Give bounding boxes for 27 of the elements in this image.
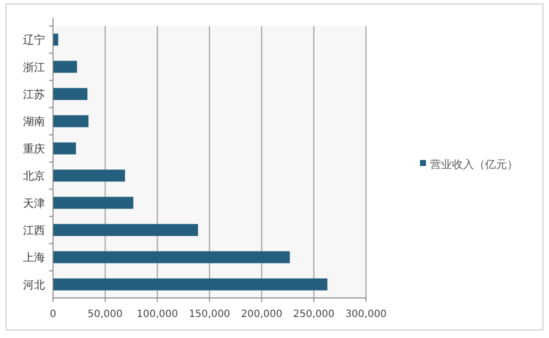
- x-tick-label: 50,000: [88, 309, 123, 320]
- y-tick-label: 江西: [23, 224, 45, 237]
- bar: [53, 142, 76, 154]
- bar: [53, 251, 290, 264]
- x-tick-label: 100,000: [136, 309, 178, 320]
- bar: [53, 88, 88, 100]
- x-tick-label: 0: [50, 309, 56, 320]
- x-tick-label: 150,000: [188, 309, 230, 320]
- y-tick-label: 北京: [23, 170, 45, 183]
- bar: [53, 60, 77, 73]
- y-tick-label: 江苏: [23, 88, 45, 101]
- y-tick-label: 天津: [23, 196, 45, 210]
- y-tick-label: 上海: [23, 251, 45, 264]
- x-tick-label: 200,000: [240, 309, 282, 320]
- y-tick-label: 湖南: [23, 115, 45, 128]
- legend-label: 营业收入（亿元）: [430, 158, 518, 171]
- bar: [53, 170, 125, 182]
- x-tick-label: 250,000: [293, 309, 335, 320]
- y-tick-label: 河北: [23, 278, 45, 292]
- bar: [53, 115, 88, 128]
- y-tick-label: 重庆: [23, 142, 45, 156]
- bar: [53, 196, 134, 209]
- y-tick-label: 辽宁: [23, 34, 45, 47]
- x-tick-label: 300,000: [345, 309, 387, 320]
- bar: [53, 224, 198, 236]
- y-tick-label: 浙江: [23, 60, 45, 74]
- bar: [53, 278, 328, 290]
